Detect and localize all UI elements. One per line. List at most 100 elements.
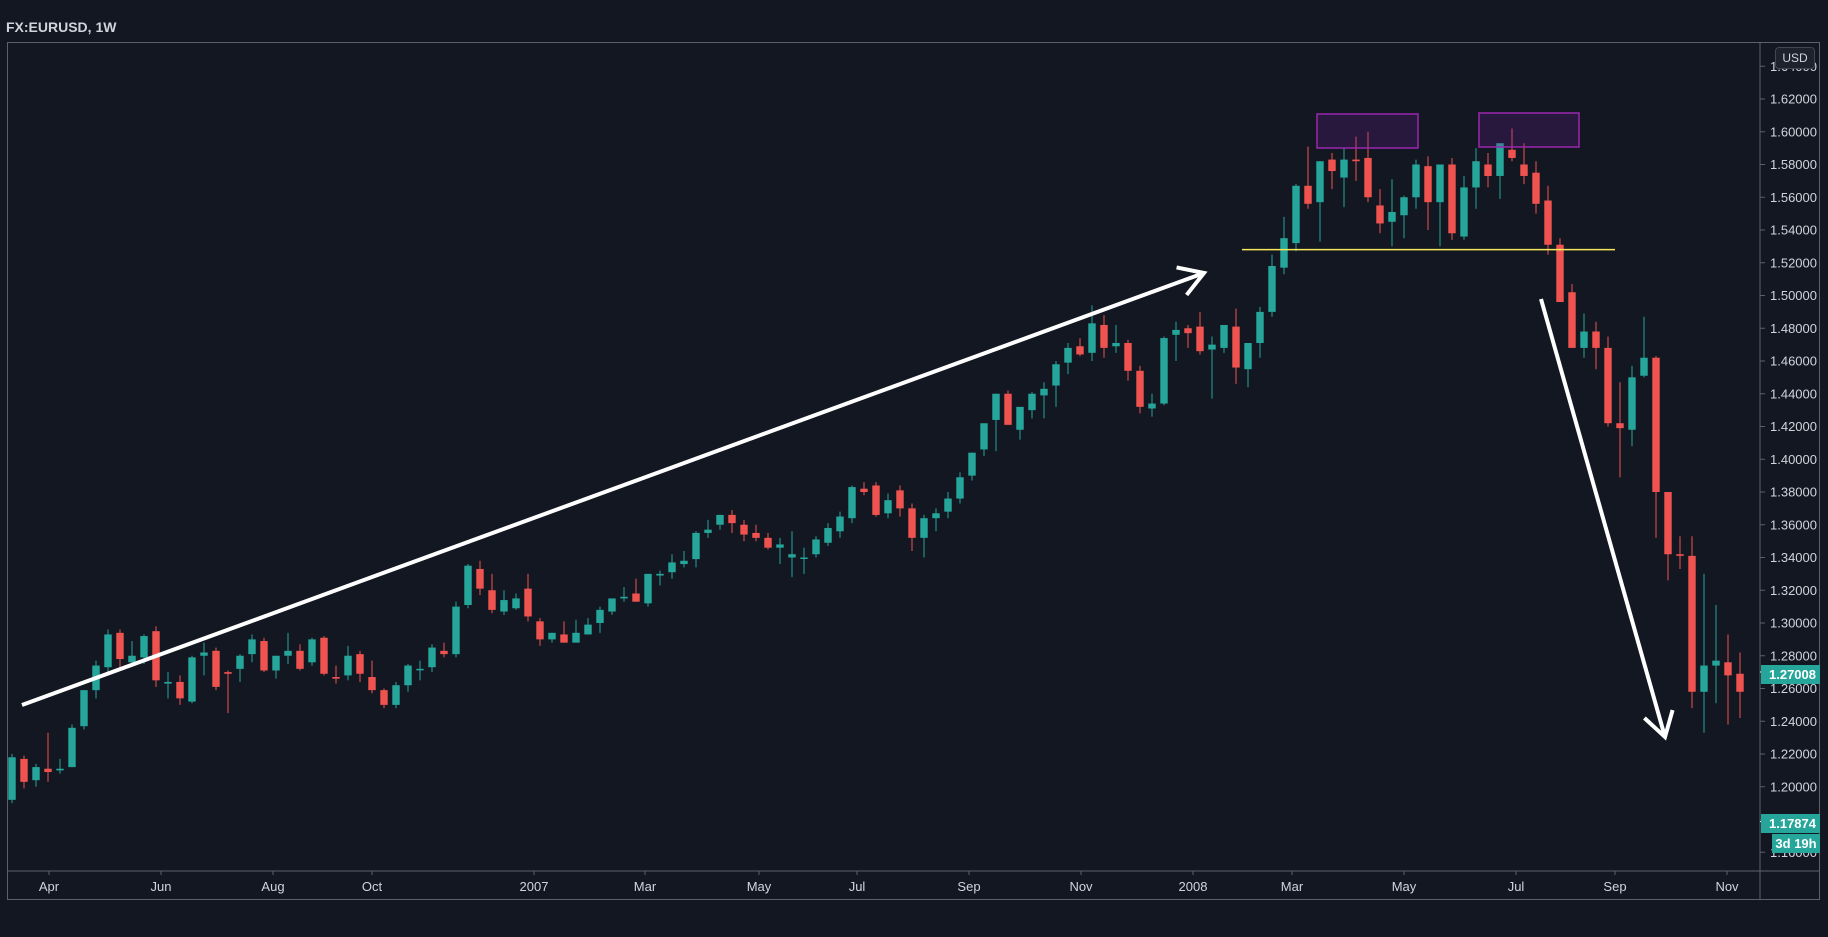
candle [1256, 306, 1264, 358]
candle [8, 754, 16, 804]
candle [1688, 536, 1696, 709]
candle [284, 632, 292, 664]
candle [80, 690, 88, 730]
price-tick-label: 1.34000 [1770, 550, 1817, 565]
candles [8, 128, 1744, 804]
candle [488, 573, 496, 614]
candle [1112, 324, 1120, 353]
candle [944, 492, 952, 519]
candle [1172, 321, 1180, 361]
candle [620, 586, 628, 602]
time-tick-label: Mar [1281, 879, 1304, 894]
candle [200, 642, 208, 676]
candle [1220, 324, 1228, 353]
candle [1016, 406, 1024, 440]
symbol-title: FX:EURUSD, 1W [6, 19, 117, 35]
candle [1124, 339, 1132, 381]
candle [1028, 392, 1036, 419]
candle [968, 452, 976, 481]
resistance-zone[interactable] [1478, 112, 1580, 148]
candle [104, 629, 112, 676]
candle [1244, 342, 1252, 388]
price-tick-label: 1.26000 [1770, 681, 1817, 696]
plot-area[interactable] [8, 112, 1744, 804]
candle [896, 485, 904, 517]
time-tick-label: Jul [1508, 879, 1525, 894]
candle [1340, 148, 1348, 208]
candle [1496, 143, 1504, 199]
candle [1280, 216, 1288, 275]
candle [632, 578, 640, 602]
price-tick-label: 1.32000 [1770, 583, 1817, 598]
resistance-zone[interactable] [1316, 113, 1419, 149]
candle [128, 641, 136, 664]
candle [1472, 148, 1480, 209]
candle [1448, 157, 1456, 240]
candle [32, 763, 40, 787]
candle [1424, 156, 1432, 230]
candle [380, 688, 388, 709]
candle [716, 514, 724, 530]
candle [296, 644, 304, 671]
time-axis[interactable]: Apr Jun Aug Oct 2007 Mar May Jul Sep Nov 2008 Mar Ma… [39, 871, 1739, 894]
candle [1412, 159, 1420, 209]
candle [776, 537, 784, 565]
candle [656, 570, 664, 586]
price-tick-label: 1.38000 [1770, 485, 1817, 500]
candle [1736, 652, 1744, 718]
time-tick-label: 2008 [1179, 879, 1208, 894]
price-tick-label: 1.28000 [1770, 648, 1817, 663]
candle [188, 655, 196, 704]
candle [1388, 179, 1396, 247]
candle [824, 523, 832, 547]
candle [752, 524, 760, 542]
price-tick-label: 1.60000 [1770, 124, 1817, 139]
candle [692, 531, 700, 568]
candle [1100, 315, 1108, 358]
candle [500, 590, 508, 615]
trend-arrow[interactable] [1539, 298, 1675, 741]
candle [584, 618, 592, 635]
price-axis[interactable]: 1.640001.620001.600001.580001.560001.540… [1760, 59, 1817, 860]
candle [1004, 390, 1012, 425]
candle [560, 621, 568, 643]
candle [740, 519, 748, 542]
candle [512, 593, 520, 610]
candle [836, 511, 844, 538]
last-price-tag: 1.27008 [1761, 665, 1820, 684]
candle [1208, 336, 1216, 399]
time-tick-label: Jul [849, 879, 866, 894]
candle [440, 642, 448, 658]
candle [1544, 185, 1552, 255]
price-tick-label: 1.56000 [1770, 190, 1817, 205]
trend-arrow[interactable] [21, 265, 1208, 707]
candle [1184, 324, 1192, 348]
candle [1076, 338, 1084, 357]
candle [212, 647, 220, 691]
candle [368, 660, 376, 694]
candle [332, 665, 340, 684]
candle [932, 508, 940, 532]
candle [404, 663, 412, 692]
candle [1148, 393, 1156, 417]
candle [56, 758, 64, 774]
price-tick-label: 1.22000 [1770, 747, 1817, 762]
candle [1328, 153, 1336, 190]
candle [1712, 604, 1720, 704]
chart-frame [7, 42, 1820, 900]
candle [608, 598, 616, 615]
candle [260, 637, 268, 673]
price-tick-label: 1.58000 [1770, 157, 1817, 172]
candle [1268, 254, 1276, 317]
price-tick-label: 1.52000 [1770, 255, 1817, 270]
candle [764, 532, 772, 550]
candle [1364, 131, 1372, 203]
current-price-tag: 1.17874 [1761, 814, 1820, 833]
candle [644, 573, 652, 607]
candle [248, 634, 256, 663]
candle [1160, 336, 1168, 406]
candle [164, 672, 172, 699]
candle [476, 560, 484, 596]
currency-badge[interactable]: USD [1775, 47, 1815, 69]
